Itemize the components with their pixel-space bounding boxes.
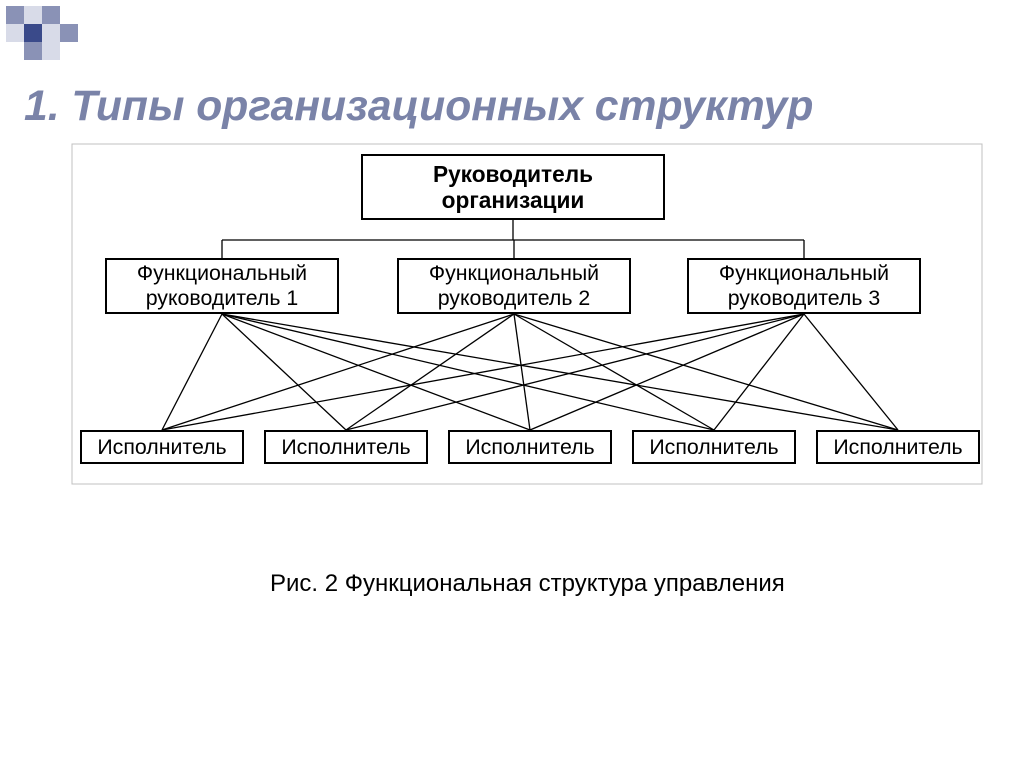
slide-title: 1. Типы организационных структур — [24, 82, 813, 131]
decor-square-2 — [42, 6, 60, 24]
decor-square-1 — [24, 6, 42, 24]
decor-square-7 — [24, 42, 42, 60]
figure-caption: Рис. 2 Функциональная структура управлен… — [270, 570, 785, 598]
node-functional-1: Функциональный руководитель 1 — [105, 258, 339, 314]
node-executor-4: Исполнитель — [632, 430, 796, 464]
node-root: Руководитель организации — [361, 154, 665, 220]
node-executor-3: Исполнитель — [448, 430, 612, 464]
node-executor-5: Исполнитель — [816, 430, 980, 464]
node-functional-2: Функциональный руководитель 2 — [397, 258, 631, 314]
decor-square-4 — [24, 24, 42, 42]
node-executor-1: Исполнитель — [80, 430, 244, 464]
decor-square-8 — [42, 42, 60, 60]
decor-square-6 — [60, 24, 78, 42]
node-executor-2: Исполнитель — [264, 430, 428, 464]
node-functional-3: Функциональный руководитель 3 — [687, 258, 921, 314]
decor-square-0 — [6, 6, 24, 24]
decor-square-5 — [42, 24, 60, 42]
decor-square-3 — [6, 24, 24, 42]
